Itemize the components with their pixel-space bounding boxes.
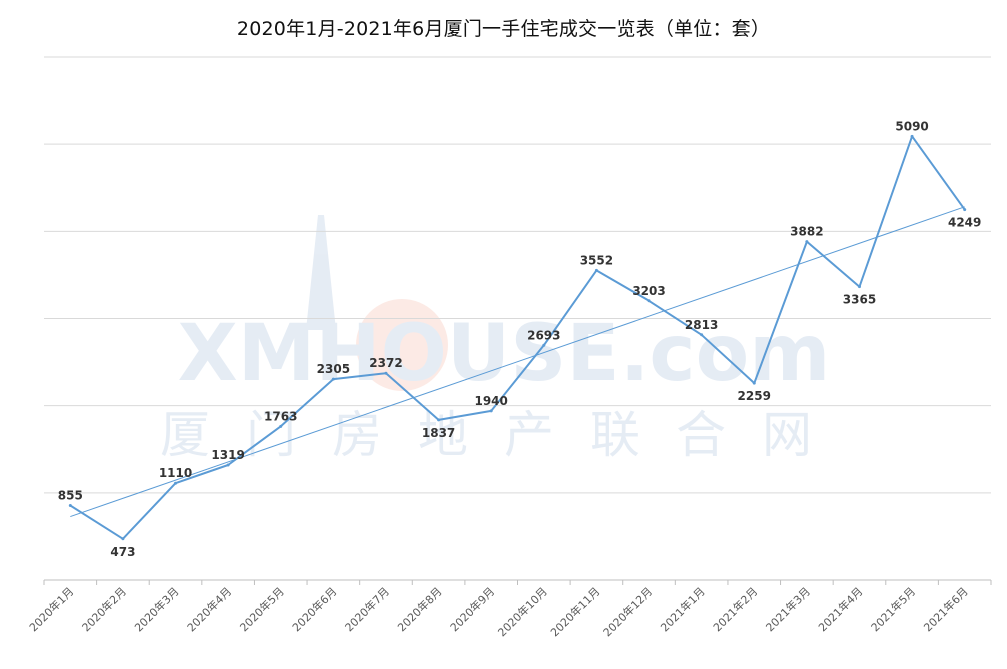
data-label: 1940 [474,394,507,408]
data-label: 3365 [843,293,876,307]
x-tick-label: 2020年4月 [184,584,234,634]
data-point [594,268,598,272]
data-point [489,409,493,413]
data-label: 2259 [738,389,771,403]
data-point [910,134,914,138]
chart-title: 2020年1月-2021年6月厦门一手住宅成交一览表（单位：套） [236,18,771,40]
data-point [857,285,861,289]
data-label: 2813 [685,318,718,332]
data-label: 5090 [895,119,928,133]
data-label: 1319 [211,448,244,462]
data-label: 3882 [790,225,823,239]
x-tick-label: 2021年2月 [710,584,760,634]
x-tick-labels: 2020年1月 2020年2月 2020年3月 2020年4月 2020年5月 2020年… [26,584,971,639]
series-line [69,135,966,540]
data-label: 2372 [369,356,402,370]
x-tick-label: 2020年6月 [289,584,339,634]
trendline-group [70,206,965,518]
data-point [752,381,756,385]
data-labels: 855 473 1110 1319 1763 2305 2372 1837 1940 2693 35… [58,119,982,558]
watermark-tower-icon [306,215,336,330]
data-label: 473 [110,545,135,559]
trendline [70,206,965,518]
data-label: 4249 [948,216,981,230]
x-tick-label: 2021年5月 [868,584,918,634]
watermark-sun-icon [356,299,448,391]
grid-lines [44,56,991,494]
x-tick-label: 2020年7月 [342,584,392,634]
data-label: 2305 [317,362,350,376]
data-point [68,503,72,507]
data-point [963,208,967,212]
data-point [121,537,125,541]
x-axis [43,579,992,585]
x-tick-label: 2021年1月 [658,584,708,634]
x-tick-label: 2021年3月 [763,584,813,634]
data-label: 2693 [527,328,560,342]
data-label: 3552 [580,253,613,267]
data-point [437,418,441,422]
data-point [174,481,178,485]
x-tick-label: 2021年4月 [815,584,865,634]
x-tick-label: 2020年12月 [600,584,655,639]
x-tick-label: 2020年5月 [237,584,287,634]
data-point [331,377,335,381]
x-tick-label: 2020年8月 [395,584,445,634]
x-tick-label: 2021年6月 [921,584,971,634]
x-tick-label: 2020年1月 [26,584,76,634]
data-point [647,299,651,303]
x-tick-label: 2020年3月 [131,584,181,634]
data-point [805,240,809,244]
x-tick-label: 2020年10月 [495,584,550,639]
data-point [279,424,283,428]
x-tick-label: 2020年9月 [447,584,497,634]
data-point [700,333,704,337]
watermark-latin: XMHOUSE.com [178,309,831,399]
x-tick-label: 2020年11月 [547,584,602,639]
data-point [384,371,388,375]
data-label: 1837 [422,426,455,440]
data-label: 855 [58,488,83,502]
watermark: XMHOUSE.com 厦门房地产联合网 [160,215,831,464]
x-tick-label: 2020年2月 [79,584,129,634]
data-point [542,343,546,347]
data-point [226,463,230,467]
series-group [68,134,967,541]
data-label: 1763 [264,409,297,423]
data-label: 3203 [632,284,665,298]
data-label: 1110 [159,466,192,480]
